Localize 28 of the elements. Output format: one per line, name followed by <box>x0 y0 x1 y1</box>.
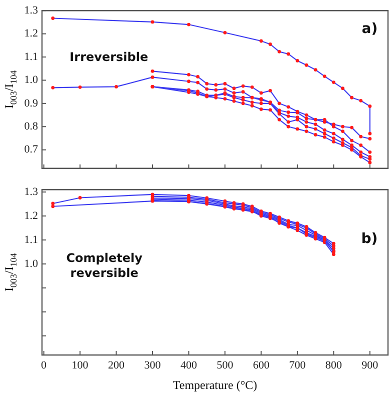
annotation: Completely reversible <box>66 251 143 280</box>
x-tick-label: 800 <box>325 359 342 372</box>
x-axis-title: Temperature (°C) <box>172 378 258 392</box>
y-tick-label: 1.2 <box>24 210 38 222</box>
x-tick-label: 0 <box>41 359 48 372</box>
x-tick-label: 300 <box>144 359 162 372</box>
y-tick-label: 1.1 <box>24 234 38 246</box>
x-tick-label: 500 <box>216 359 234 372</box>
y-tick-label: 1.2 <box>24 28 38 40</box>
x-tick-label: 900 <box>362 359 379 372</box>
annotation: b) <box>361 230 378 247</box>
y-tick-label: 0.8 <box>24 120 38 133</box>
y-tick-label: 0.9 <box>24 97 38 110</box>
x-tick-label: 200 <box>108 359 126 372</box>
annotation: Irreversible <box>70 50 148 64</box>
y-tick-label: 1.0 <box>24 258 38 270</box>
x-tick-label: 400 <box>180 359 198 372</box>
x-tick-label: 600 <box>252 359 270 372</box>
y-axis-title: I003/I104 <box>2 252 18 292</box>
y-tick-label: 0.7 <box>24 144 38 156</box>
annotation: a) <box>362 21 378 38</box>
y-tick-label: 1.3 <box>24 186 38 198</box>
x-tick-label: 100 <box>72 359 89 372</box>
y-tick-label: 1.0 <box>24 74 38 86</box>
y-tick-label: 1.1 <box>24 50 38 63</box>
y-axis-title: I003/I104 <box>2 70 18 109</box>
y-tick-label: 1.3 <box>24 4 38 16</box>
x-tick-label: 700 <box>289 359 306 372</box>
